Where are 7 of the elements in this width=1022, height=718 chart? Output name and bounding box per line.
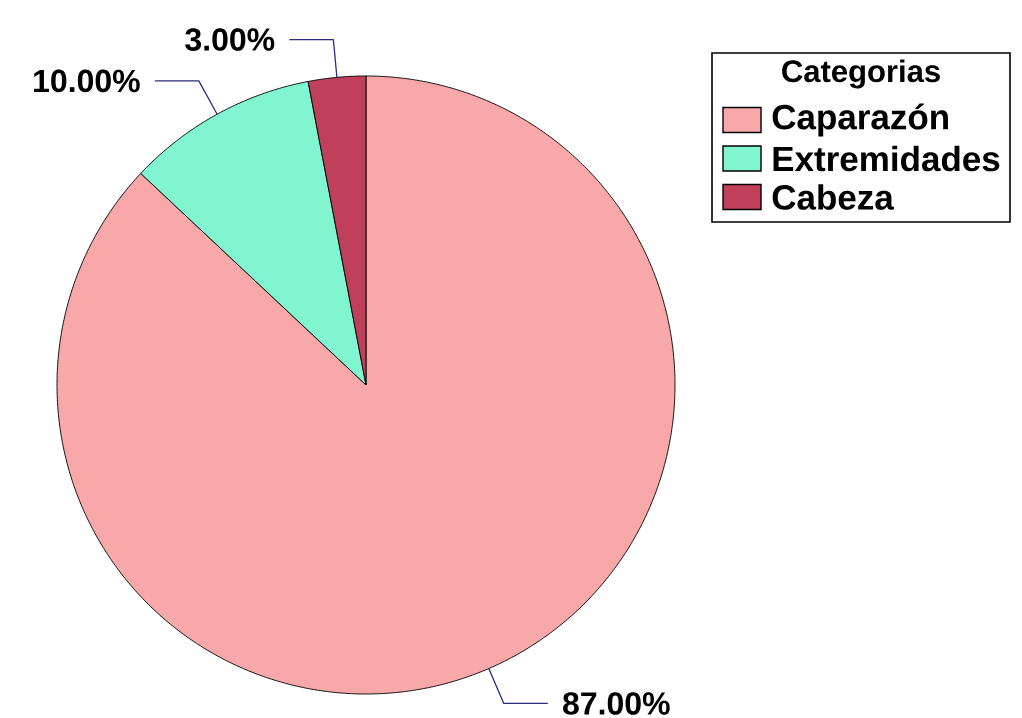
legend-label: Extremidades (773, 145, 1000, 172)
legend-label: Caparazón (772, 103, 948, 137)
data-label: 10.00% (34, 69, 140, 93)
data-label: 87.00% (563, 692, 670, 715)
legend-title: Categorias (782, 59, 940, 89)
legend-label: Cabeza (772, 184, 894, 210)
data-label: 3.00% (185, 28, 275, 51)
